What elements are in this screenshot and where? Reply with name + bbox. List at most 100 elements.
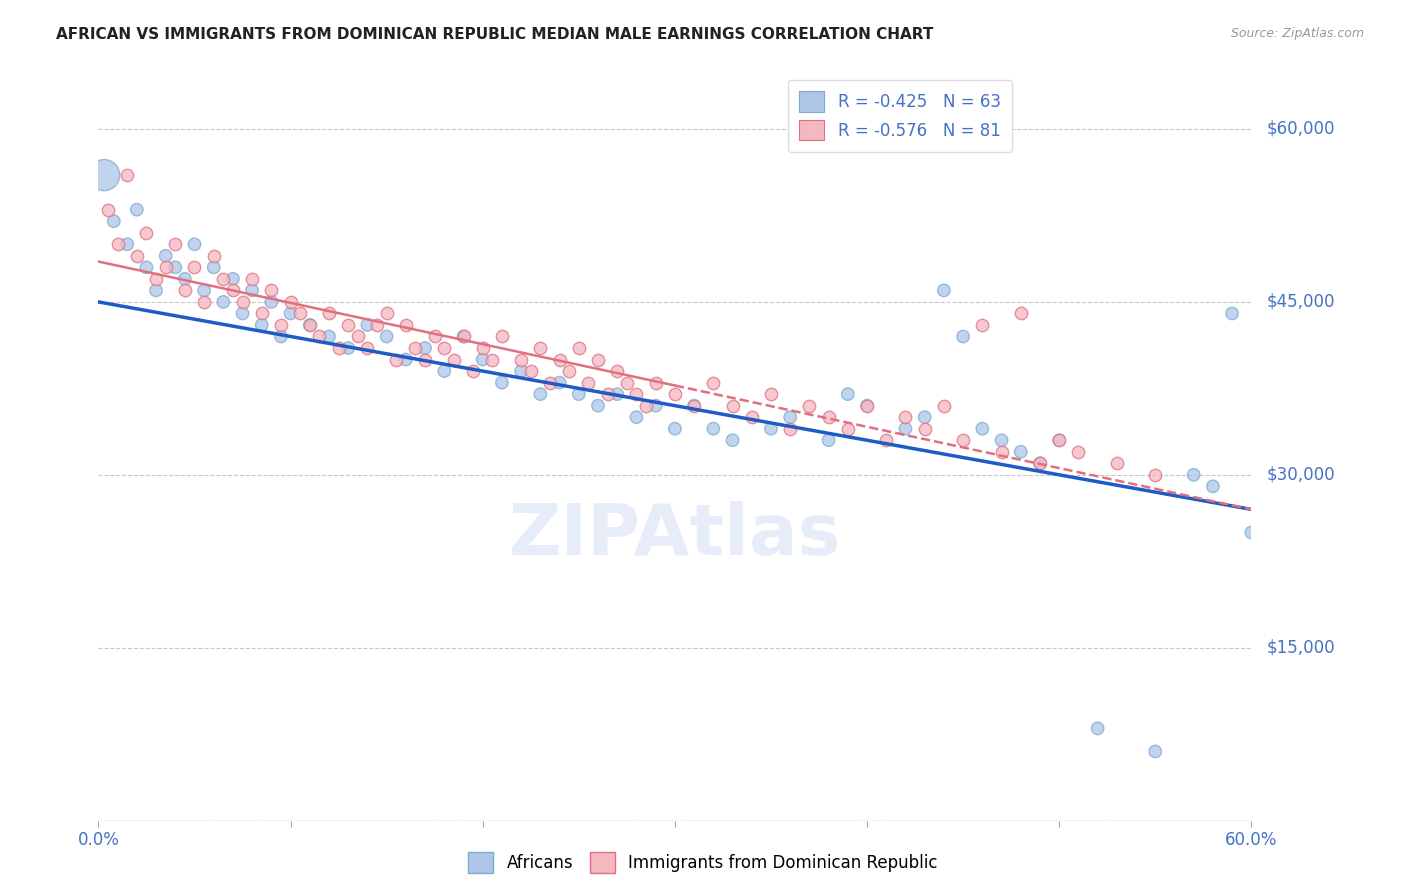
Point — [366, 318, 388, 332]
Point — [817, 434, 839, 448]
Point — [212, 294, 235, 309]
Point — [155, 249, 177, 263]
Point — [596, 387, 619, 401]
Point — [626, 387, 648, 401]
Point — [644, 399, 666, 413]
Point — [1047, 434, 1070, 448]
Point — [510, 364, 533, 378]
Point — [413, 341, 436, 355]
Point — [318, 306, 340, 320]
Point — [914, 422, 936, 436]
Point — [644, 376, 666, 390]
Point — [875, 434, 897, 448]
Point — [972, 422, 994, 436]
Point — [636, 399, 658, 413]
Point — [97, 202, 120, 217]
Point — [165, 260, 187, 275]
Point — [759, 387, 782, 401]
Point — [260, 294, 283, 309]
Point — [135, 260, 157, 275]
Text: ZIPAtlas: ZIPAtlas — [509, 501, 841, 570]
Point — [779, 410, 801, 425]
Point — [932, 284, 955, 298]
Point — [799, 399, 821, 413]
Point — [145, 284, 167, 298]
Point — [308, 329, 330, 343]
Point — [548, 376, 571, 390]
Point — [202, 260, 225, 275]
Point — [1029, 456, 1052, 470]
Point — [664, 422, 686, 436]
Point — [222, 272, 245, 286]
Point — [318, 329, 340, 343]
Point — [491, 329, 513, 343]
Point — [395, 352, 418, 367]
Point — [328, 341, 350, 355]
Point — [183, 260, 205, 275]
Point — [240, 284, 263, 298]
Text: $60,000: $60,000 — [1267, 120, 1336, 138]
Point — [117, 237, 139, 252]
Point — [107, 237, 129, 252]
Point — [616, 376, 638, 390]
Point — [337, 341, 360, 355]
Point — [222, 284, 245, 298]
Point — [461, 364, 484, 378]
Point — [280, 294, 302, 309]
Point — [664, 387, 686, 401]
Point — [423, 329, 446, 343]
Point — [125, 202, 148, 217]
Point — [990, 434, 1012, 448]
Point — [240, 272, 263, 286]
Point — [385, 352, 408, 367]
Point — [520, 364, 543, 378]
Point — [193, 284, 215, 298]
Point — [606, 364, 628, 378]
Point — [856, 399, 879, 413]
Point — [548, 352, 571, 367]
Point — [702, 422, 724, 436]
Point — [779, 422, 801, 436]
Point — [1144, 744, 1167, 758]
Point — [250, 306, 273, 320]
Point — [117, 168, 139, 182]
Point — [759, 422, 782, 436]
Point — [1047, 434, 1070, 448]
Point — [1067, 444, 1090, 458]
Point — [1010, 444, 1032, 458]
Point — [952, 329, 974, 343]
Point — [443, 352, 465, 367]
Point — [413, 352, 436, 367]
Point — [721, 399, 744, 413]
Point — [1240, 525, 1263, 540]
Text: $45,000: $45,000 — [1267, 293, 1336, 311]
Point — [952, 434, 974, 448]
Text: $30,000: $30,000 — [1267, 466, 1336, 483]
Point — [250, 318, 273, 332]
Point — [578, 376, 600, 390]
Point — [683, 399, 706, 413]
Legend: R = -0.425   N = 63, R = -0.576   N = 81: R = -0.425 N = 63, R = -0.576 N = 81 — [787, 79, 1012, 152]
Point — [202, 249, 225, 263]
Point — [135, 226, 157, 240]
Point — [280, 306, 302, 320]
Point — [103, 214, 125, 228]
Point — [145, 272, 167, 286]
Point — [558, 364, 581, 378]
Point — [702, 376, 724, 390]
Point — [856, 399, 879, 413]
Point — [1087, 722, 1109, 736]
Point — [260, 284, 283, 298]
Point — [165, 237, 187, 252]
Point — [741, 410, 763, 425]
Point — [453, 329, 475, 343]
Point — [529, 387, 551, 401]
Point — [375, 329, 398, 343]
Point — [837, 422, 859, 436]
Point — [1105, 456, 1128, 470]
Point — [93, 168, 115, 182]
Point — [270, 329, 292, 343]
Point — [481, 352, 503, 367]
Point — [183, 237, 205, 252]
Point — [1202, 479, 1225, 493]
